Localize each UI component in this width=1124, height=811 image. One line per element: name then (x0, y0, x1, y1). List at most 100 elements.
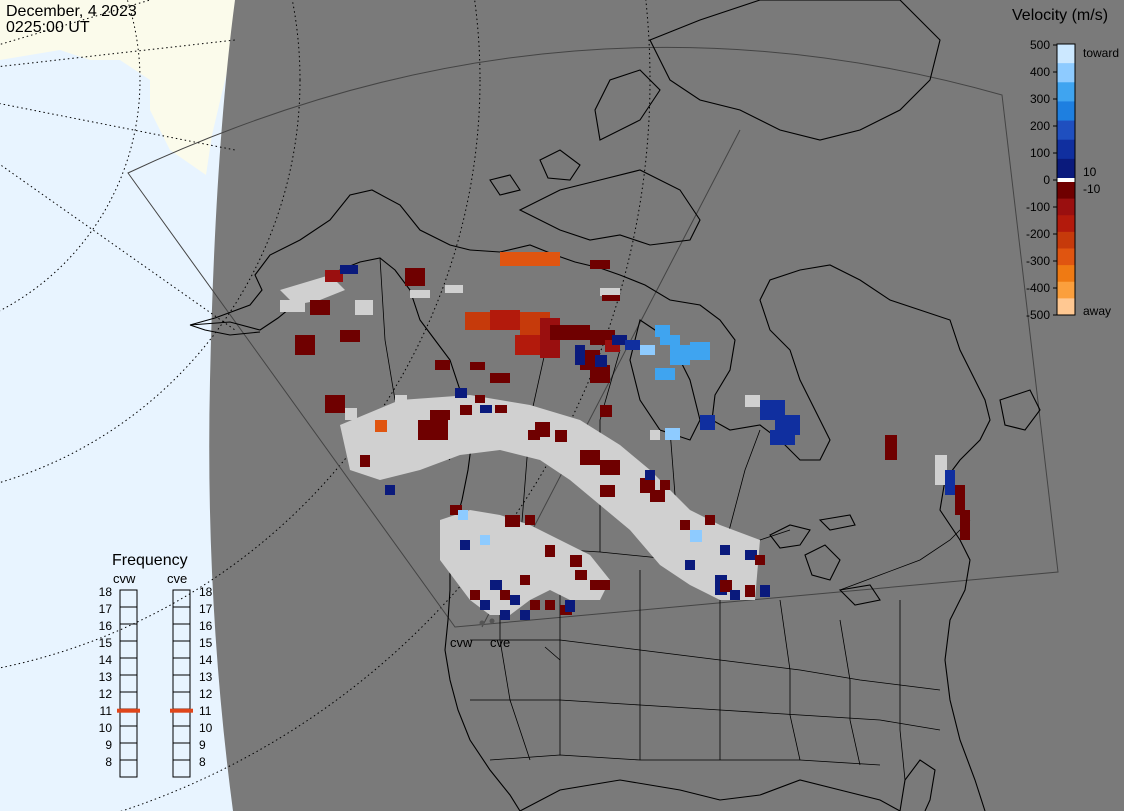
colorbar-segment (1057, 298, 1075, 316)
velocity-cell (730, 590, 740, 600)
frequency-right-label: 8 (199, 755, 206, 769)
velocity-cell (500, 610, 510, 620)
frequency-right-label: 9 (199, 738, 206, 752)
velocity-cell (500, 590, 510, 600)
frequency-cell (172, 759, 191, 778)
frequency-left-label: 16 (99, 619, 113, 633)
colorbar-zero-segment (1057, 178, 1075, 182)
frequency-radar-cve-label: cve (167, 571, 187, 586)
frequency-left-label: 8 (105, 755, 112, 769)
velocity-cell (500, 252, 560, 266)
velocity-cell (528, 430, 540, 440)
velocity-cell (745, 395, 760, 407)
velocity-tick-label: 500 (1030, 38, 1050, 52)
velocity-cell (705, 515, 715, 525)
velocity-tick-label: -400 (1026, 281, 1050, 295)
colorbar-segment (1057, 120, 1075, 141)
velocity-cell (385, 485, 395, 495)
velocity-cell (575, 570, 587, 580)
plus-ten-label: 10 (1083, 165, 1097, 179)
velocity-cell (325, 395, 345, 413)
frequency-left-label: 9 (105, 738, 112, 752)
colorbar-segment (1057, 44, 1075, 64)
date-title: December, 4 2023 (6, 3, 137, 20)
velocity-cell (565, 600, 575, 612)
velocity-cell (645, 470, 655, 480)
velocity-cell (375, 420, 387, 432)
colorbar-segment (1057, 231, 1075, 249)
toward-label: toward (1083, 46, 1119, 60)
velocity-cell (360, 455, 370, 467)
frequency-markers (117, 708, 193, 713)
velocity-cell (455, 388, 467, 398)
velocity-cell (458, 510, 468, 520)
velocity-cell (475, 395, 485, 403)
velocity-cell (655, 325, 670, 337)
velocity-cell (450, 505, 462, 515)
radar-site-cvw-marker (479, 620, 485, 626)
velocity-cell (505, 515, 520, 527)
velocity-cell (395, 395, 407, 405)
frequency-left-label: 18 (99, 585, 113, 599)
velocity-cell (490, 310, 520, 330)
velocity-cell (650, 430, 660, 440)
colorbar-segment (1057, 198, 1075, 216)
colorbar-segment (1057, 101, 1075, 122)
velocity-cell (345, 408, 357, 420)
velocity-cell (340, 265, 358, 274)
velocity-cell (602, 295, 620, 301)
frequency-radar-cvw-label: cvw (113, 571, 136, 586)
frequency-marker-cvw (117, 708, 140, 713)
velocity-cell (655, 368, 675, 380)
velocity-cell (410, 290, 430, 298)
velocity-cell (720, 545, 730, 555)
colorbar-segment (1057, 215, 1075, 233)
velocity-legend-title: Velocity (m/s) (1012, 7, 1108, 24)
velocity-tick-label: -500 (1026, 308, 1050, 322)
velocity-cell (745, 550, 757, 560)
frequency-right-label: 18 (199, 585, 213, 599)
colorbar-segment (1057, 82, 1075, 102)
colorbar-segment (1057, 281, 1075, 299)
frequency-left-label: 17 (99, 602, 113, 616)
velocity-cell (570, 555, 582, 567)
velocity-cell (590, 365, 610, 383)
frequency-right-label: 13 (199, 670, 213, 684)
velocity-tick-label: 0 (1043, 173, 1050, 187)
frequency-title: Frequency (112, 552, 188, 569)
frequency-right-label: 16 (199, 619, 213, 633)
velocity-cells (280, 252, 970, 620)
velocity-cell (520, 610, 530, 620)
sea-ice-region (0, 0, 235, 175)
velocity-cell (935, 455, 947, 485)
velocity-cell (955, 485, 965, 515)
radar-site-cve-marker (489, 618, 495, 624)
velocity-cell (480, 535, 490, 545)
velocity-cell (435, 360, 450, 370)
velocity-cell (460, 540, 470, 550)
velocity-tick-label: 400 (1030, 65, 1050, 79)
velocity-tick-label: 300 (1030, 92, 1050, 106)
velocity-cell (495, 405, 507, 413)
frequency-right-label: 10 (199, 721, 213, 735)
velocity-cell (510, 595, 520, 605)
frequency-right-label: 17 (199, 602, 213, 616)
minus-ten-label: -10 (1083, 182, 1101, 196)
velocity-cell (520, 575, 530, 585)
frequency-right-label: 15 (199, 636, 213, 650)
velocity-cell (640, 345, 655, 355)
colorbar-segment (1057, 182, 1075, 200)
velocity-cell (660, 480, 670, 490)
radar-site-cve-label: cve (490, 635, 510, 650)
velocity-cell (600, 485, 615, 497)
velocity-cell (418, 428, 448, 440)
velocity-cell (310, 300, 330, 315)
velocity-cell (575, 345, 585, 365)
velocity-cell (660, 335, 680, 345)
velocity-cell (470, 590, 480, 600)
velocity-tick-label: 100 (1030, 146, 1050, 160)
velocity-cell (295, 335, 315, 355)
velocity-cell (460, 405, 472, 415)
velocity-cell (580, 450, 600, 465)
